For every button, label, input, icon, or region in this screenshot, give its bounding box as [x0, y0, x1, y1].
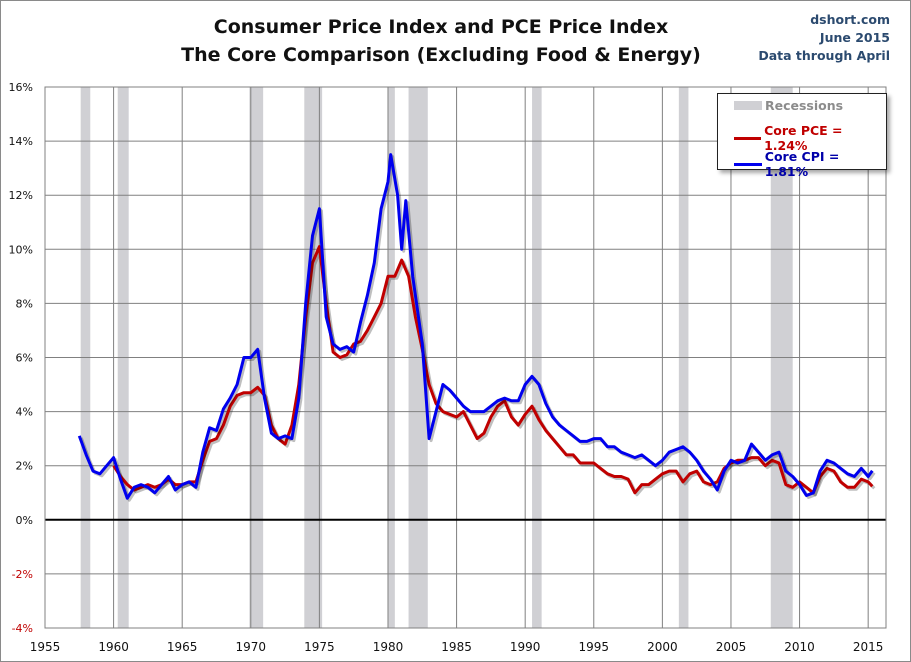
title-line-1: Consumer Price Index and PCE Price Index	[213, 16, 669, 38]
y-tick-label: 16%	[9, 81, 33, 94]
source-block: dshort.com June 2015 Data through April	[758, 11, 890, 65]
x-tick-label: 1960	[98, 640, 129, 654]
y-tick-label: 0%	[16, 514, 33, 527]
x-tick-label: 1990	[510, 640, 541, 654]
source-site: dshort.com	[810, 12, 890, 27]
x-tick-label: 1970	[236, 640, 267, 654]
legend: Recessions Core PCE = 1.24% Core CPI = 1…	[717, 93, 887, 179]
plot-border	[44, 86, 887, 629]
y-tick-label: -4%	[12, 622, 33, 635]
x-tick-label: 2005	[716, 640, 747, 654]
cpi-line	[77, 153, 874, 500]
cpi-swatch	[734, 162, 762, 166]
x-tick-label: 1955	[30, 640, 61, 654]
y-tick-label: 4%	[16, 406, 33, 419]
y-tick-label: -2%	[12, 568, 33, 581]
x-tick-label: 1985	[441, 640, 472, 654]
recession-swatch	[734, 101, 762, 110]
x-tick-label: 2010	[784, 640, 815, 654]
y-tick-label: 8%	[16, 297, 33, 310]
source-note: Data through April	[758, 48, 890, 63]
y-tick-label: 10%	[9, 243, 33, 256]
pce-line	[112, 245, 874, 495]
y-tick-label: 12%	[9, 189, 33, 202]
legend-item-pce: Core PCE = 1.24%	[734, 123, 886, 153]
title-line-2: The Core Comparison (Excluding Food & En…	[181, 44, 701, 66]
legend-item-cpi: Core CPI = 1.81%	[734, 149, 886, 179]
x-tick-label: 1965	[167, 640, 198, 654]
x-tick-label: 2015	[853, 640, 884, 654]
legend-label-pce: Core PCE = 1.24%	[764, 123, 843, 153]
chart-title: Consumer Price Index and PCE Price Index…	[141, 13, 741, 69]
x-tick-label: 1980	[373, 640, 404, 654]
legend-item-recessions: Recessions	[734, 98, 843, 113]
x-tick-label: 2000	[647, 640, 678, 654]
pce-line-shadow	[114, 247, 876, 497]
y-tick-label: 14%	[9, 135, 33, 148]
pce-swatch	[734, 136, 762, 140]
y-tick-label: 6%	[16, 352, 33, 365]
x-tick-label: 1975	[304, 640, 335, 654]
legend-label-recessions: Recessions	[765, 98, 844, 113]
x-tick-label: 1995	[579, 640, 610, 654]
source-date: June 2015	[819, 30, 890, 45]
legend-label-cpi: Core CPI = 1.81%	[764, 149, 840, 179]
y-tick-label: 2%	[16, 460, 33, 473]
